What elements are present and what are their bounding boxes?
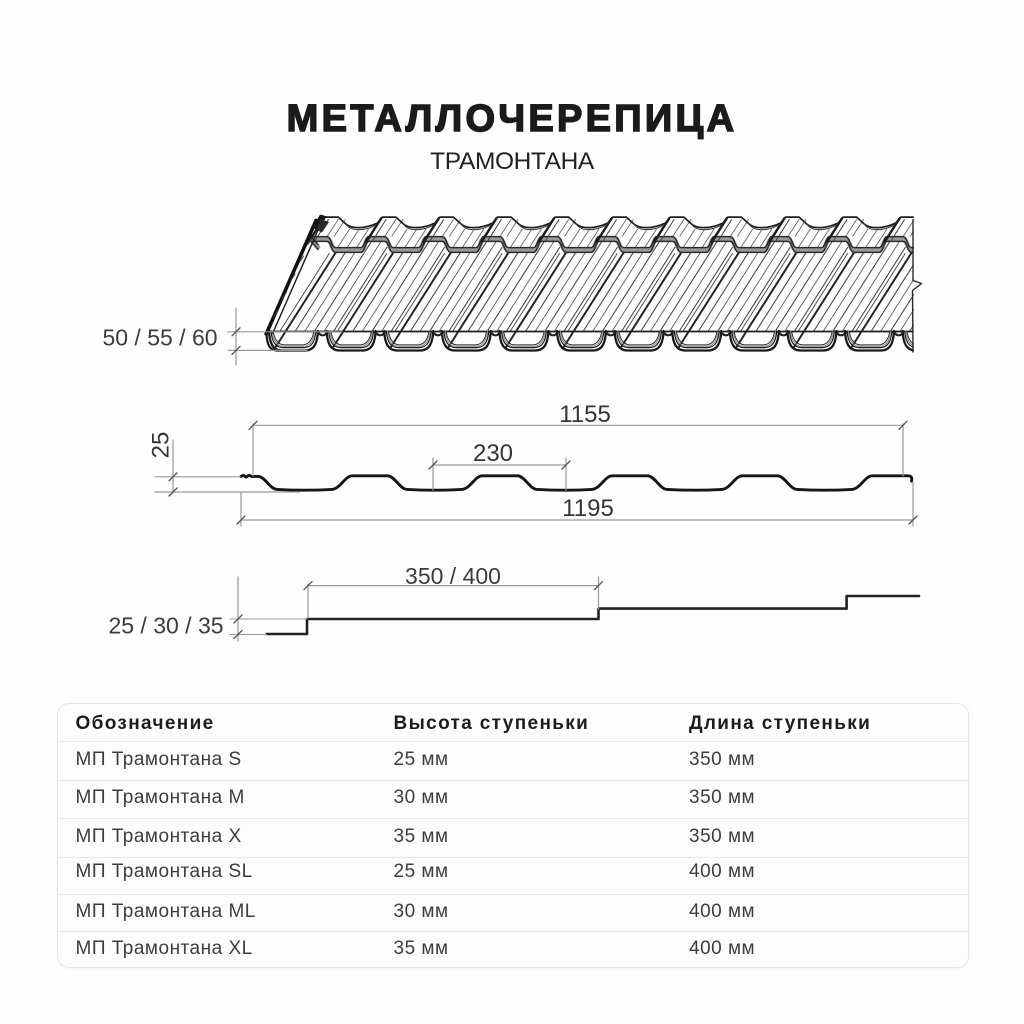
svg-text:230: 230 [473,440,513,467]
svg-text:25: 25 [147,432,174,459]
svg-text:350 / 400: 350 / 400 [405,563,501,589]
svg-text:1155: 1155 [559,401,611,428]
svg-text:50 / 55 / 60: 50 / 55 / 60 [102,325,217,351]
svg-text:1195: 1195 [562,495,614,522]
svg-text:25 / 30 / 35: 25 / 30 / 35 [108,613,223,639]
